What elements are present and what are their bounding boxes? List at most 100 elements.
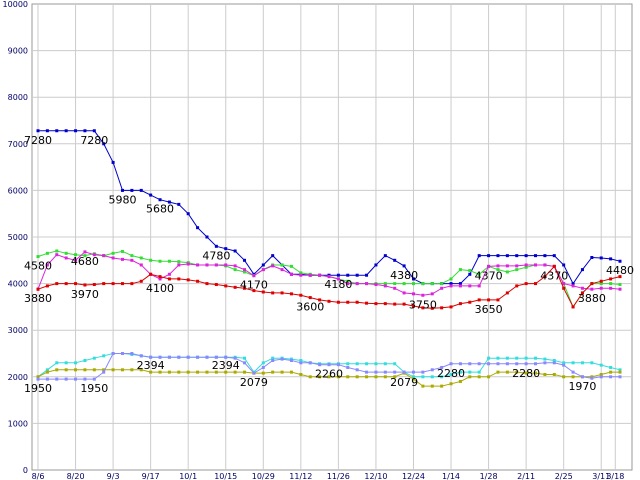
data-point bbox=[167, 370, 171, 374]
data-point bbox=[515, 284, 519, 288]
data-point bbox=[92, 368, 96, 372]
data-point bbox=[505, 254, 509, 258]
data-point bbox=[280, 291, 284, 295]
data-point bbox=[74, 368, 78, 372]
data-point bbox=[214, 283, 218, 287]
data-point bbox=[524, 371, 528, 375]
x-axis-tick-labels: 8/6 8/20 9/3 9/17 10/1 10/15 10/29 11/12 11/26 12… bbox=[32, 472, 625, 480]
data-point bbox=[421, 384, 425, 388]
data-point bbox=[430, 384, 434, 388]
data-point bbox=[393, 282, 397, 286]
data-point bbox=[374, 263, 378, 267]
data-point bbox=[36, 129, 40, 133]
data-label: 7280 bbox=[24, 134, 52, 147]
data-point bbox=[505, 291, 509, 295]
data-point bbox=[524, 254, 528, 258]
data-point bbox=[402, 282, 406, 286]
data-point bbox=[421, 375, 425, 379]
data-point bbox=[252, 371, 256, 375]
data-label: 5980 bbox=[108, 193, 136, 206]
data-point bbox=[383, 362, 387, 366]
data-point bbox=[355, 368, 359, 372]
data-point bbox=[411, 375, 415, 379]
x-tick-label: 3/11 bbox=[592, 472, 610, 480]
data-point bbox=[243, 270, 247, 274]
data-label: 1970 bbox=[568, 380, 596, 393]
data-point bbox=[430, 306, 434, 310]
data-point bbox=[505, 370, 509, 374]
data-point bbox=[280, 263, 284, 267]
data-point bbox=[92, 253, 96, 257]
data-point bbox=[336, 363, 340, 367]
data-point bbox=[120, 249, 124, 253]
data-point bbox=[55, 282, 59, 286]
x-tick-label: 8/6 bbox=[32, 472, 45, 480]
data-point bbox=[383, 254, 387, 258]
data-point bbox=[524, 265, 528, 269]
data-point bbox=[177, 202, 181, 206]
data-point bbox=[440, 365, 444, 369]
data-point bbox=[186, 370, 190, 374]
data-label: 3750 bbox=[409, 298, 437, 311]
data-point bbox=[449, 282, 453, 286]
data-point bbox=[562, 361, 566, 365]
data-point bbox=[515, 268, 519, 272]
data-point bbox=[111, 160, 115, 164]
data-point bbox=[214, 355, 218, 359]
data-point bbox=[261, 365, 265, 369]
data-point bbox=[365, 362, 369, 366]
data-point bbox=[393, 375, 397, 379]
data-point bbox=[430, 368, 434, 372]
data-point bbox=[402, 302, 406, 306]
data-point bbox=[130, 282, 134, 286]
data-point bbox=[580, 268, 584, 272]
data-point bbox=[562, 363, 566, 367]
data-point bbox=[355, 362, 359, 366]
data-point bbox=[590, 282, 594, 286]
y-tick-label: 10000 bbox=[3, 0, 28, 9]
data-point bbox=[571, 305, 575, 309]
data-point bbox=[571, 361, 575, 365]
data-point bbox=[374, 302, 378, 306]
data-point bbox=[74, 361, 78, 365]
data-point bbox=[177, 355, 181, 359]
data-point bbox=[111, 368, 115, 372]
data-point bbox=[243, 356, 247, 360]
data-point bbox=[571, 370, 575, 374]
data-point bbox=[449, 362, 453, 366]
data-point bbox=[383, 375, 387, 379]
series-layer bbox=[36, 129, 622, 388]
data-point bbox=[205, 355, 209, 359]
data-point bbox=[102, 370, 106, 374]
data-point bbox=[421, 306, 425, 310]
data-point bbox=[83, 254, 87, 258]
data-point bbox=[120, 188, 124, 192]
data-point bbox=[599, 286, 603, 290]
data-point bbox=[36, 255, 40, 259]
data-point bbox=[562, 263, 566, 267]
data-point bbox=[149, 370, 153, 374]
data-label: 3650 bbox=[475, 303, 503, 316]
data-point bbox=[83, 377, 87, 381]
data-label: 2394 bbox=[212, 359, 240, 372]
data-point bbox=[224, 284, 228, 288]
data-point bbox=[487, 298, 491, 302]
data-point bbox=[327, 275, 331, 279]
data-point bbox=[64, 368, 68, 372]
data-point bbox=[590, 256, 594, 260]
data-point bbox=[440, 282, 444, 286]
data-label: 5680 bbox=[146, 203, 174, 216]
data-label: 4370 bbox=[475, 269, 503, 282]
data-point bbox=[609, 375, 613, 379]
data-point bbox=[308, 273, 312, 277]
data-point bbox=[496, 370, 500, 374]
data-point bbox=[477, 362, 481, 366]
data-point bbox=[534, 362, 538, 366]
data-point bbox=[120, 257, 124, 261]
data-point bbox=[355, 375, 359, 379]
x-tick-label: 12/10 bbox=[364, 472, 387, 480]
data-point bbox=[158, 277, 162, 281]
data-point bbox=[571, 282, 575, 286]
data-point bbox=[224, 263, 228, 267]
